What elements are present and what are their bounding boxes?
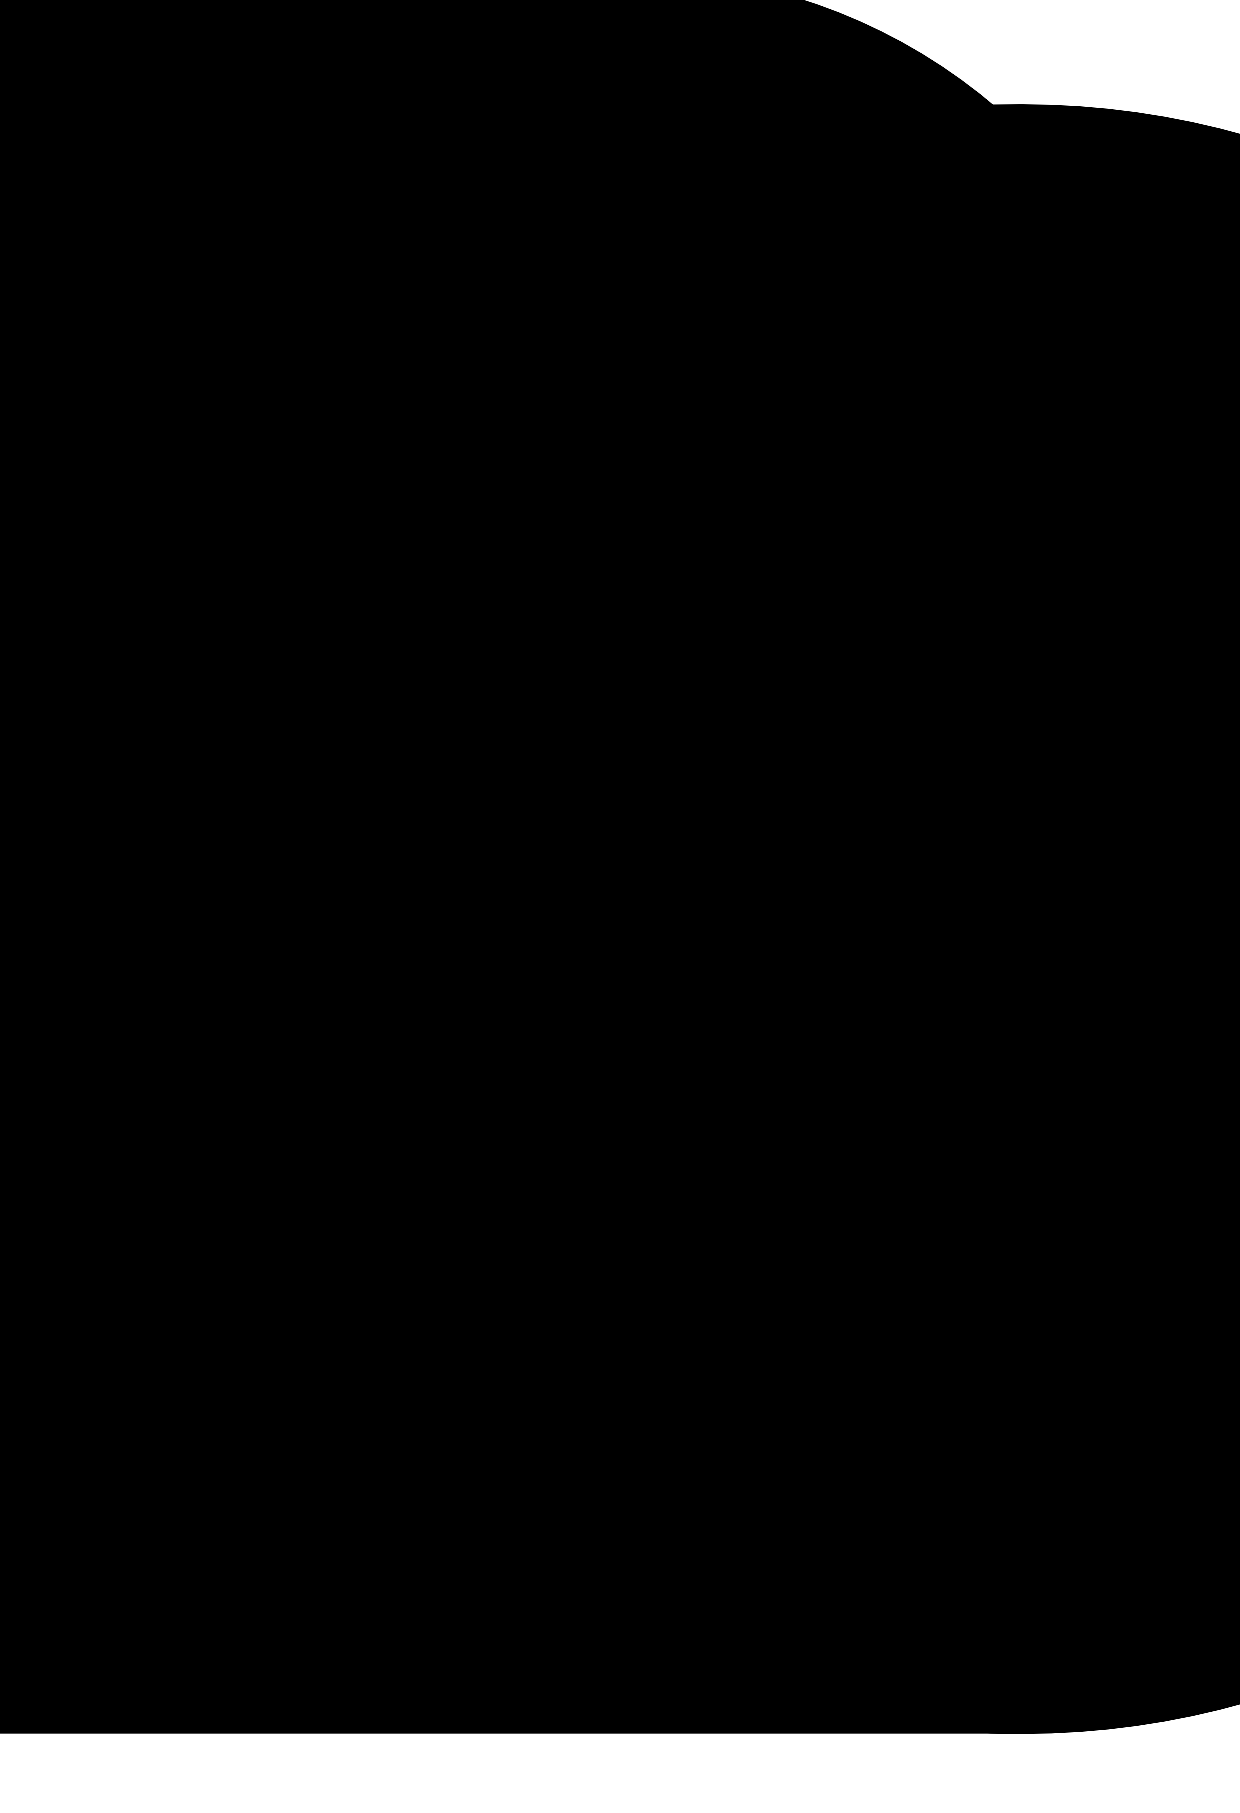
Text: N: N — [472, 1467, 486, 1479]
Text: 110: 110 — [476, 551, 511, 569]
Bar — [820, 872, 990, 988]
Text: $V_S$: $V_S$ — [857, 1260, 878, 1280]
Bar — [1033, 1195, 1132, 1304]
Text: 100: 100 — [420, 323, 455, 341]
Text: $SW_{115,A}$: $SW_{115,A}$ — [910, 1026, 960, 1044]
Text: 130: 130 — [1076, 852, 1105, 867]
Bar — [449, 551, 1156, 1440]
Text: $115_C$: $115_C$ — [934, 765, 954, 807]
Text: L: L — [1004, 1412, 1014, 1427]
Text: $S_{115,B}$: $S_{115,B}$ — [1228, 484, 1240, 524]
Text: $S_{110}$: $S_{110}$ — [1228, 408, 1240, 435]
Bar — [471, 635, 528, 892]
Text: 120: 120 — [492, 323, 526, 341]
Text: 105: 105 — [1064, 1238, 1095, 1256]
Bar — [562, 613, 658, 716]
Text: $S_{110}$: $S_{110}$ — [481, 926, 496, 952]
Text: $SW_{115,B}$: $SW_{115,B}$ — [831, 602, 879, 618]
Text: $V_{SUPPLY}$: $V_{SUPPLY}$ — [704, 631, 719, 676]
Text: $S_{110}$: $S_{110}$ — [575, 595, 601, 609]
Text: 115: 115 — [823, 551, 858, 569]
Text: Figure 1: Figure 1 — [878, 1470, 1009, 1496]
Bar — [459, 379, 1195, 544]
Bar — [649, 899, 754, 1032]
Text: $V_{FS2}$: $V_{FS2}$ — [961, 580, 980, 611]
Text: $V_S$: $V_S$ — [828, 1035, 847, 1055]
Text: $115_C$: $115_C$ — [976, 870, 1011, 888]
Text: $110_H$: $110_H$ — [692, 945, 712, 986]
Bar — [820, 613, 916, 716]
Text: $V_{FS1}$: $V_{FS1}$ — [918, 580, 936, 611]
Text: 125: 125 — [692, 789, 724, 805]
Text: $I_S$: $I_S$ — [512, 1039, 526, 1057]
Ellipse shape — [816, 1178, 919, 1356]
Text: $S_{115,A}$: $S_{115,A}$ — [1228, 441, 1240, 482]
Text: $SW_{110,B}$: $SW_{110,B}$ — [584, 602, 632, 618]
Text: $V_{IS}$: $V_{IS}$ — [508, 586, 527, 607]
Bar — [661, 732, 754, 867]
Text: $I_S$: $I_S$ — [536, 1247, 549, 1267]
Text: $110_C$: $110_C$ — [448, 740, 467, 781]
Text: $115_{VS}$: $115_{VS}$ — [781, 1211, 827, 1231]
Text: $SW_{110,A}$: $SW_{110,A}$ — [582, 1026, 631, 1044]
Bar — [511, 888, 609, 988]
Text: $S_{115,A}$: $S_{115,A}$ — [791, 914, 807, 950]
Ellipse shape — [486, 1155, 599, 1354]
Text: $110_{CS}$: $110_{CS}$ — [464, 1195, 508, 1213]
Bar — [1037, 635, 1132, 810]
Text: $S_{115,B}$: $S_{115,B}$ — [825, 595, 861, 611]
Bar — [916, 635, 1017, 939]
